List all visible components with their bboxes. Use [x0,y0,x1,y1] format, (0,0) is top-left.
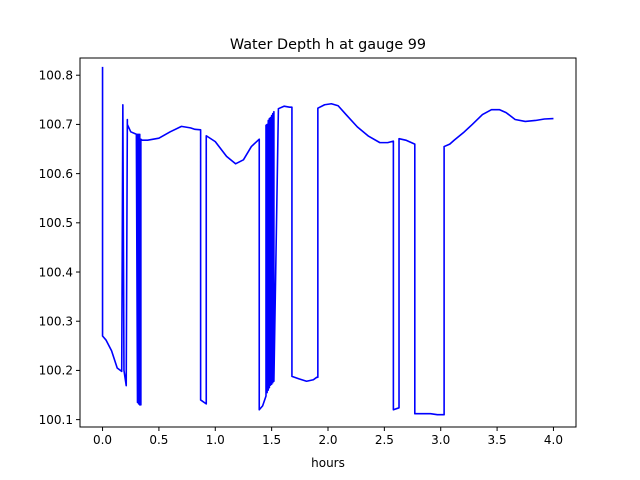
x-tick-label: 1.0 [206,433,225,447]
x-axis: 0.0 0.5 1.0 1.5 2.0 2.5 3.0 3.5 4.0 [93,427,563,447]
x-tick-label: 2.0 [318,433,337,447]
y-tick-label: 100.1 [39,413,73,427]
x-axis-label: hours [311,456,345,470]
x-tick-label: 3.5 [488,433,507,447]
x-tick-label: 0.0 [93,433,112,447]
x-tick-label: 3.0 [431,433,450,447]
y-tick-label: 100.6 [39,167,73,181]
x-tick-label: 0.5 [149,433,168,447]
y-tick-label: 100.3 [39,315,73,329]
plot-area [101,66,554,416]
y-tick-label: 100.8 [39,69,73,83]
y-tick-label: 100.5 [39,216,73,230]
x-tick-label: 1.5 [262,433,281,447]
y-axis: 100.1 100.2 100.3 100.4 100.5 100.6 100.7 100.8 [39,69,80,427]
y-tick-label: 100.7 [39,118,73,132]
chart-title: Water Depth h at gauge 99 [230,37,426,53]
series-line-0 [101,66,554,416]
y-tick-label: 100.4 [39,265,73,279]
y-tick-label: 100.2 [39,364,73,378]
x-tick-label: 4.0 [544,433,563,447]
x-tick-label: 2.5 [375,433,394,447]
